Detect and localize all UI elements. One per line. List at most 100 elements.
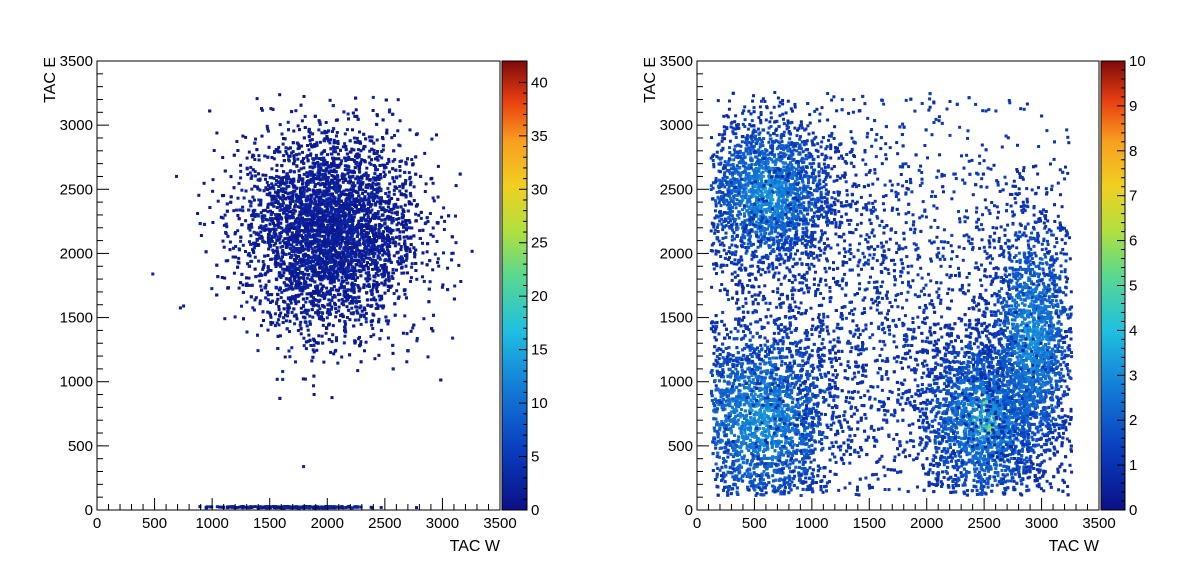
histogram-bin <box>313 221 317 224</box>
histogram-bin <box>236 196 240 200</box>
histogram-bin <box>287 252 291 256</box>
histogram-bin <box>348 157 352 161</box>
histogram-bin <box>332 235 336 239</box>
histogram-bin <box>334 271 338 275</box>
histogram-bin <box>257 172 260 176</box>
histogram-bin <box>359 269 363 273</box>
histogram-bin <box>317 157 321 161</box>
histogram-bin <box>322 156 326 160</box>
histogram-bin <box>229 195 233 199</box>
histogram-bin <box>320 234 324 238</box>
histogram-bin <box>396 197 400 201</box>
histogram-bin <box>287 210 291 214</box>
histogram-bin <box>349 228 353 232</box>
histogram-bin <box>408 220 412 224</box>
histogram-bin <box>402 223 406 227</box>
histogram-bin <box>296 124 300 128</box>
histogram-bin <box>404 264 408 268</box>
histogram-bin <box>357 222 360 226</box>
histogram-bin <box>255 231 259 235</box>
histogram-bin <box>289 214 293 218</box>
histogram-bin <box>394 211 397 215</box>
histogram-bin <box>295 249 299 253</box>
histogram-bin <box>402 225 406 229</box>
histogram-bin <box>356 181 360 185</box>
histogram-bin <box>328 98 332 102</box>
histogram-bin <box>338 205 342 209</box>
histogram-bin <box>335 242 339 246</box>
histogram-bin <box>264 283 268 287</box>
histogram-bin <box>270 239 274 243</box>
histogram-bin <box>300 221 303 225</box>
histogram-bin <box>381 163 385 167</box>
histogram-bin <box>315 238 319 242</box>
histogram-bin <box>297 282 301 286</box>
histogram-bin <box>323 131 327 135</box>
histogram-bin <box>372 151 376 155</box>
histogram-bin <box>353 300 357 304</box>
histogram-bin <box>319 263 323 267</box>
histogram-bin <box>299 218 303 222</box>
histogram-bin <box>252 198 256 202</box>
histogram-bin <box>271 219 275 223</box>
histogram-bin <box>291 240 295 244</box>
histogram-bin <box>340 298 344 301</box>
histogram-bin <box>232 271 236 275</box>
histogram-bin <box>346 112 350 116</box>
histogram-bin <box>344 148 348 152</box>
histogram-bin <box>309 196 313 200</box>
histogram-bin <box>320 287 324 290</box>
histogram-bin <box>322 252 326 256</box>
histogram-bin <box>297 152 301 156</box>
histogram-bin <box>323 262 326 266</box>
histogram-bin <box>404 160 408 164</box>
histogram-bin <box>250 174 254 178</box>
histogram-bin <box>394 185 398 189</box>
histogram-bin <box>339 234 342 238</box>
histogram-bin <box>356 337 360 341</box>
histogram-bin <box>345 266 349 270</box>
histogram-bin <box>298 288 302 292</box>
histogram-bin <box>303 209 307 213</box>
histogram-bin <box>301 150 304 154</box>
histogram-bin <box>454 214 457 218</box>
histogram-bin <box>302 191 306 195</box>
histogram-bin <box>333 186 337 190</box>
histogram-bin <box>388 170 391 174</box>
histogram-bin <box>328 231 332 235</box>
histogram-bin <box>329 202 333 206</box>
histogram-bin <box>312 157 316 161</box>
histogram-bin <box>381 230 385 234</box>
histogram-bin <box>234 245 238 248</box>
histogram-bin <box>356 117 360 121</box>
histogram-bin <box>249 234 253 238</box>
histogram-bin <box>330 164 334 168</box>
histogram-bin <box>361 188 365 192</box>
histogram-bin <box>390 284 394 288</box>
histogram-bin <box>292 177 296 181</box>
histogram-bin <box>366 267 370 271</box>
histogram-bin <box>345 243 349 247</box>
histogram-bin <box>372 148 376 152</box>
histogram-bin <box>334 170 338 174</box>
histogram-bin <box>350 230 354 234</box>
histogram-bin <box>315 223 319 227</box>
histogram-bin <box>385 216 389 220</box>
histogram-bin <box>288 170 292 174</box>
histogram-bin <box>393 240 397 244</box>
histogram-bin <box>280 204 284 208</box>
histogram-bin <box>332 207 335 211</box>
histogram-bin <box>392 206 396 210</box>
histogram-bin <box>332 138 336 142</box>
histogram-bin <box>329 138 333 142</box>
histogram-bin <box>340 199 343 203</box>
histogram-bin <box>398 119 402 123</box>
histogram-bin <box>405 332 409 336</box>
histogram-bin <box>376 254 380 258</box>
histogram-bin <box>288 238 292 242</box>
histogram-bin <box>325 250 329 254</box>
histogram-bin <box>345 274 349 278</box>
histogram-bin <box>326 270 330 274</box>
histogram-bin <box>314 156 318 160</box>
histogram-bin <box>377 256 381 260</box>
